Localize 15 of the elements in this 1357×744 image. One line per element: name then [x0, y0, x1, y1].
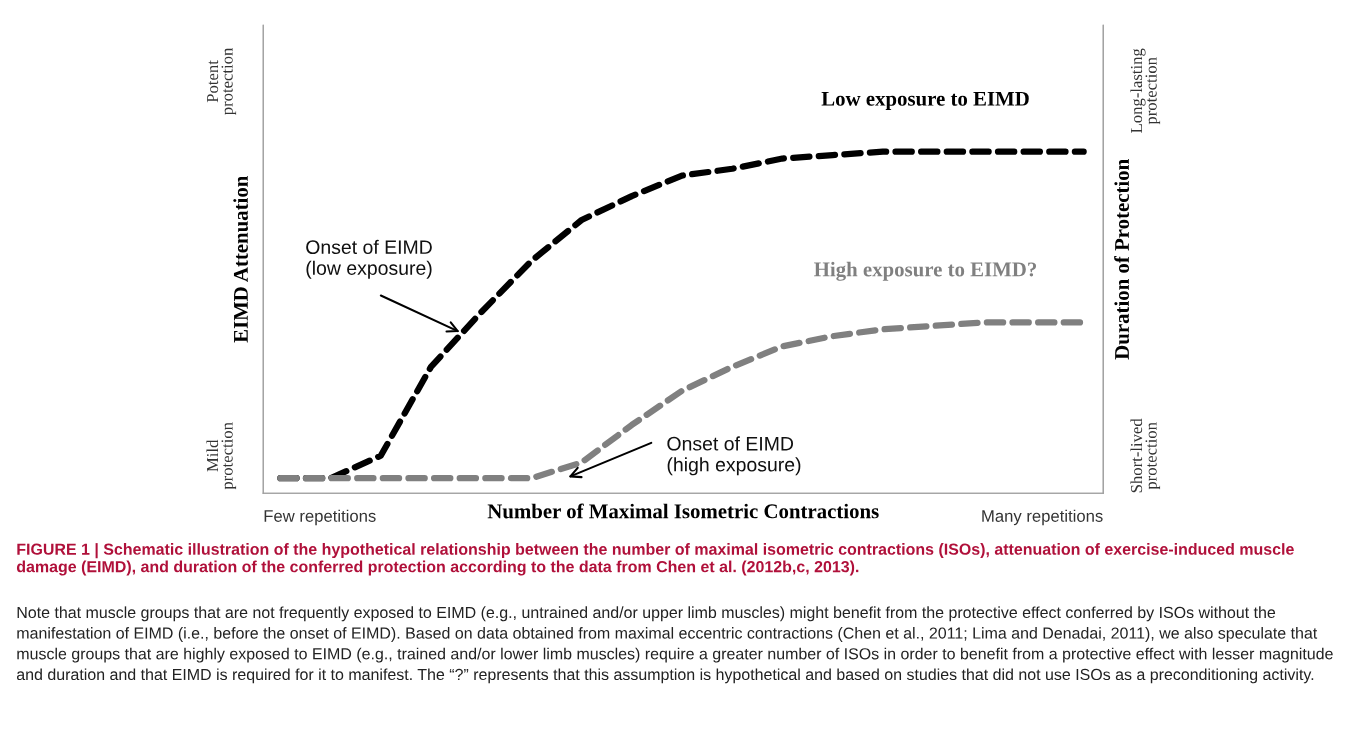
text: Few repetitions: [264, 509, 376, 526]
text: Mild protection: [206, 422, 237, 490]
text: FIGURE 1 | Schematic illustration of the hypothetical relationship between the number of maximal isometric contractions (ISOs), attenuation of exercise-induced muscle damage (EIMD), and duration of the conferred protection according to the data from Chen et al. (2012b,c, 2013).: [16, 543, 1294, 576]
text: Short-lived protection: [1130, 418, 1161, 493]
x-axis-title: Number of Maximal Isometric Contractions: [487, 503, 879, 519]
text: Low exposure to EIMD: [821, 91, 1029, 111]
text: Note that muscle groups that are not frequently exposed to EIMD (e.g., untrained and/or upper limb muscles) might benefit from the protective effect conferred by ISOs without the manifestation of EIMD (i.e., before the onset of EIMD). Based on data obtained from maximal eccentric contractions (Chen et al., 2011; Lima and Denadai, 2011), we also speculate that muscle groups that are highly exposed to EIMD (e.g., trained and/or lower limb muscles) require a greater number of ISOs in order to benefit from a protective effect with lesser magnitude and duration and that EIMD is required for it to manifest. The “?” represents that this assumption is hypothetical and based on studies that did not use ISOs as a preconditioning activity.: [16, 606, 1333, 684]
annotation: Onset of EIMD (high exposure): [667, 436, 801, 476]
text: Long-lasting protection: [1130, 48, 1161, 133]
y2-axis-title: Duration of Protection: [1114, 159, 1130, 360]
text: Many repetitions: [982, 509, 1103, 526]
text: High exposure to EIMD?: [814, 261, 1037, 281]
annotation: Onset of EIMD (low exposure): [306, 239, 432, 279]
text: Potent protection: [207, 47, 237, 115]
y-axis-title: EIMD Attenuation: [233, 175, 248, 343]
